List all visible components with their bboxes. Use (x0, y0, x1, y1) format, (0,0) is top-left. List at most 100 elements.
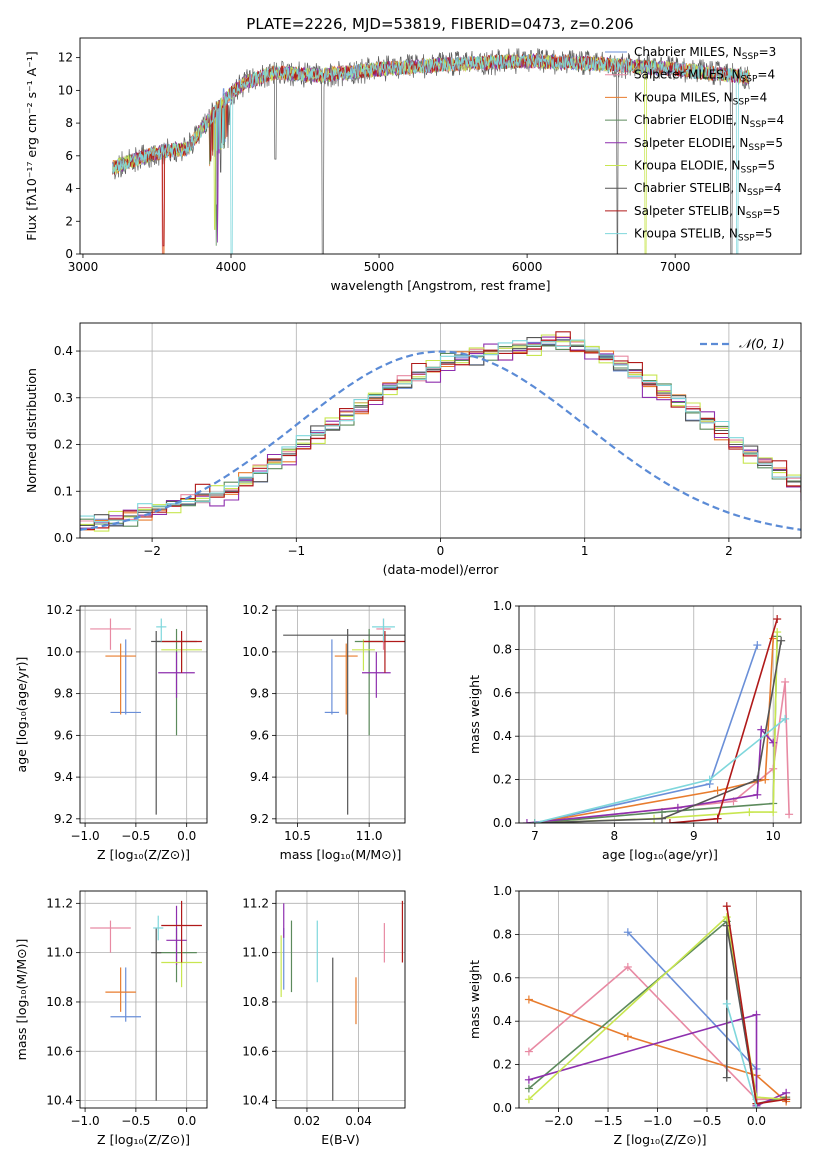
y-tick-label: 10.2 (46, 603, 73, 617)
x-axis-label: Z [log₁₀(Z/Z⊙)] (97, 1132, 190, 1147)
weight-marker (713, 814, 722, 823)
plot-frame (275, 890, 406, 1109)
y-tick-label: 0.1 (54, 484, 73, 498)
weight-marker (769, 808, 778, 817)
legend-subscript: SSP (747, 188, 764, 198)
legend-label: Kroupa STELIB, NSSP=5 (634, 227, 772, 244)
histogram-series-7 (80, 331, 801, 530)
weight-marker (757, 725, 766, 734)
x-axis-label: wavelength [Angstrom, rest frame] (330, 278, 550, 293)
errorbar-kroupa-miles (105, 643, 136, 715)
y-tick-label: 9.2 (250, 812, 269, 826)
x-tick-label: −1.0 (71, 829, 100, 843)
y-tick-label: 9.8 (250, 687, 269, 701)
legend-name: Salpeter ELODIE, N (634, 136, 748, 150)
y-axis-label: mass weight (467, 960, 482, 1039)
y-axis-label: age [log₁₀(age/yr)] (14, 657, 29, 773)
y-tick-label: 12 (58, 51, 73, 65)
plot-frame (518, 890, 802, 1109)
errorbar-salpeter-stelib (161, 900, 202, 963)
weight-marker (524, 995, 533, 1004)
y-tick-label: 10.0 (46, 645, 73, 659)
weight-marker (665, 819, 674, 823)
x-tick-label: −1 (287, 544, 305, 558)
y-tick-label: 4 (65, 182, 73, 196)
x-tick-label: 8 (611, 829, 619, 843)
weight-marker (773, 628, 782, 637)
x-tick-label: 9 (690, 829, 698, 843)
errorbars (90, 618, 202, 815)
weight-marker (522, 819, 531, 823)
y-axis-label: Normed distribution (24, 368, 39, 493)
x-tick-label: −0.5 (692, 1114, 721, 1128)
y-tick-label: 0.3 (54, 391, 73, 405)
legend-subscript: SSP (738, 234, 755, 244)
errorbar-salpeter-stelib (363, 631, 405, 673)
weight-lines (524, 902, 791, 1108)
histogram-series-0 (80, 339, 801, 526)
weight-marker (713, 786, 722, 795)
y-tick-label: 10.6 (242, 1044, 269, 1058)
y-tick-label: 10.6 (46, 1044, 73, 1058)
y-tick-label: 11.2 (242, 896, 269, 910)
errorbar-kroupa-miles (334, 643, 358, 715)
errorbar-salpeter-elodie (362, 651, 391, 698)
y-tick-label: 0.6 (493, 971, 512, 985)
legend-name: Chabrier STELIB, N (634, 181, 747, 195)
x-tick-label: 6000 (512, 260, 543, 274)
x-axis-label: Z [log₁₀(Z/Z⊙)] (614, 1132, 707, 1147)
weight-marker (773, 615, 782, 624)
weight-marker (722, 1073, 731, 1082)
weight-vs-age-panel: 7 8 9 10 0.0 0.2 0.4 0.6 0.8 1.0 age [log₁₀(age/yr… (467, 599, 802, 862)
x-tick-label: 3000 (68, 260, 99, 274)
y-axis-label: mass [log₁₀(M/M⊙)] (14, 939, 29, 1061)
errorbar-kroupa-miles (105, 967, 136, 1012)
errorbars (280, 900, 404, 1101)
errorbar-chabrier-stelib (283, 628, 405, 815)
charts-container: 3000 4000 5000 6000 7000024681012wavelength … (14, 37, 802, 1147)
errorbar-chabrier-miles (324, 639, 340, 715)
errorbars (283, 618, 405, 815)
legend-label: Chabrier ELODIE, NSSP=4 (634, 113, 784, 130)
x-tick-label: 7 (531, 829, 539, 843)
legend-suffix: =4 (757, 68, 775, 82)
errorbar-kroupa-elodie (351, 639, 375, 671)
weight-marker (657, 814, 666, 823)
x-tick-label: 2 (725, 544, 733, 558)
legend-name: Kroupa STELIB, N (634, 227, 738, 241)
weight-marker (753, 641, 762, 650)
weight-marker (524, 1084, 533, 1093)
legend-suffix: =5 (755, 227, 773, 241)
weight-vs-Z-panel: −2.0 −1.5 −1.0 −0.5 0.0 0.0 0.2 0.4 0.6 0.8 1.0 Z [… (467, 884, 802, 1147)
weight-marker (777, 636, 786, 645)
figure-title: PLATE=2226, MJD=53819, FIBERID=0473, z=0… (246, 15, 633, 33)
errorbar-salpeter-elodie (158, 651, 195, 698)
legend-name: Chabrier ELODIE, N (634, 113, 750, 127)
weight-marker (753, 790, 762, 799)
x-tick-label: −1.0 (643, 1114, 672, 1128)
weight-marker (524, 1047, 533, 1056)
legend-label: Salpeter STELIB, NSSP=5 (634, 204, 780, 221)
spectrum-line-2 (112, 53, 750, 254)
weight-line-kroupa-stelib (534, 718, 786, 823)
legend-label: Salpeter ELODIE, NSSP=5 (634, 136, 783, 153)
weight-marker (769, 738, 778, 747)
x-tick-label: −2 (143, 544, 161, 558)
weight-line-kroupa-stelib (726, 1003, 758, 1108)
errorbar-salpeter-miles (90, 920, 131, 953)
x-tick-label: −1.5 (593, 1114, 622, 1128)
y-tick-label: 10.4 (242, 1094, 269, 1108)
x-tick-label: 4000 (216, 260, 247, 274)
legend-label: Kroupa ELODIE, NSSP=5 (634, 159, 775, 176)
y-tick-label: 9.4 (54, 770, 73, 784)
y-tick-label: 11.2 (46, 896, 73, 910)
y-tick-label: 0.2 (493, 1058, 512, 1072)
y-tick-label: 0.0 (493, 1101, 512, 1115)
x-tick-label: 7000 (660, 260, 691, 274)
errorbar-salpeter-miles (90, 618, 131, 650)
histogram-series-4 (80, 336, 801, 529)
y-tick-label: 0.0 (54, 531, 73, 545)
x-axis-label: age [log₁₀(age/yr)] (602, 847, 718, 862)
spectrum-line-1 (112, 54, 750, 254)
